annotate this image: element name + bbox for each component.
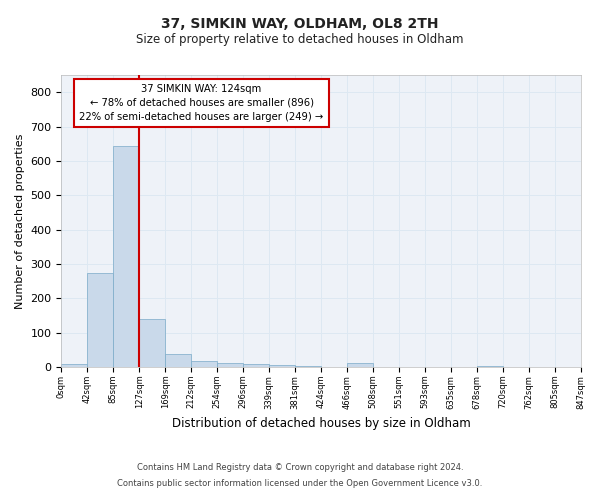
Text: Size of property relative to detached houses in Oldham: Size of property relative to detached ho… xyxy=(136,32,464,46)
Bar xyxy=(61,364,88,367)
Text: 37 SIMKIN WAY: 124sqm
← 78% of detached houses are smaller (896)
22% of semi-det: 37 SIMKIN WAY: 124sqm ← 78% of detached … xyxy=(79,84,323,122)
Bar xyxy=(217,363,243,367)
Bar xyxy=(295,366,321,367)
Bar xyxy=(269,365,295,367)
Bar xyxy=(243,364,269,367)
Text: Contains HM Land Registry data © Crown copyright and database right 2024.: Contains HM Land Registry data © Crown c… xyxy=(137,464,463,472)
Text: Contains public sector information licensed under the Open Government Licence v3: Contains public sector information licen… xyxy=(118,478,482,488)
Y-axis label: Number of detached properties: Number of detached properties xyxy=(15,134,25,308)
Bar xyxy=(113,146,139,367)
Bar xyxy=(139,319,165,367)
X-axis label: Distribution of detached houses by size in Oldham: Distribution of detached houses by size … xyxy=(172,417,470,430)
Bar xyxy=(347,363,373,367)
Bar xyxy=(165,354,191,367)
Bar xyxy=(476,366,503,367)
Bar xyxy=(191,361,217,367)
Text: 37, SIMKIN WAY, OLDHAM, OL8 2TH: 37, SIMKIN WAY, OLDHAM, OL8 2TH xyxy=(161,18,439,32)
Bar xyxy=(88,272,113,367)
